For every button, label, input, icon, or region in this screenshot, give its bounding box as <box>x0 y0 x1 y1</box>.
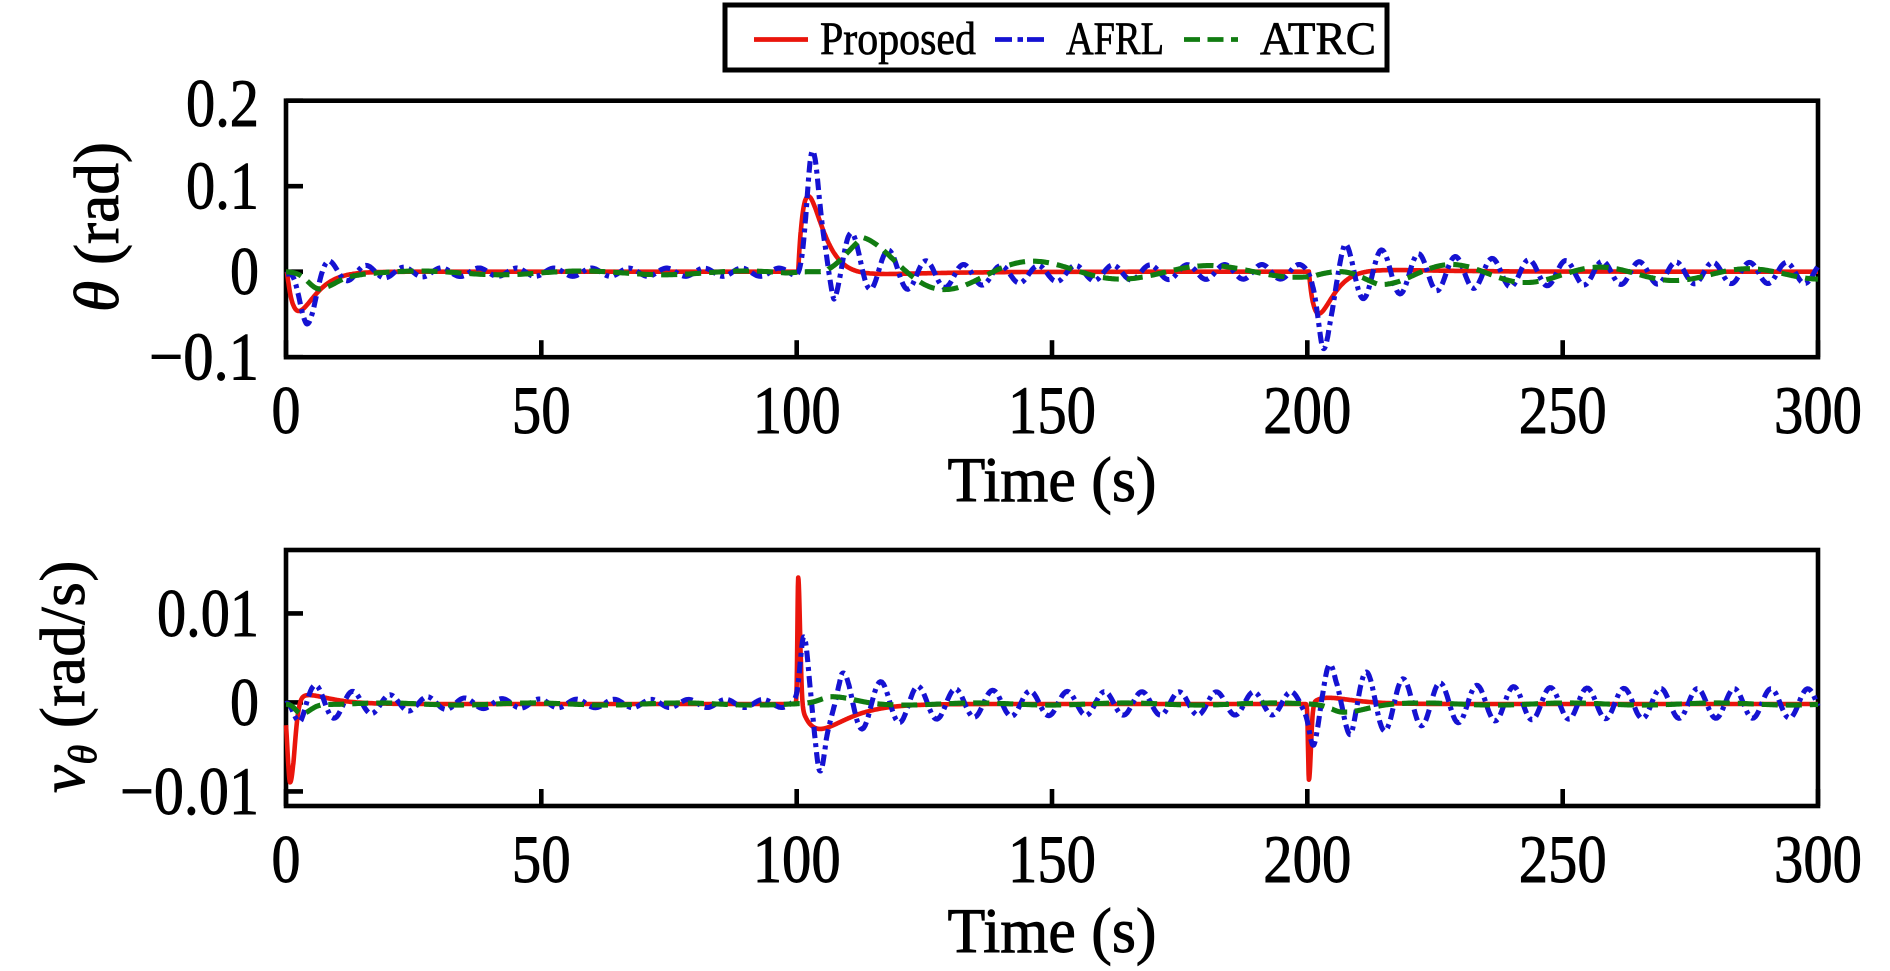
svg-text:150: 150 <box>1008 821 1096 897</box>
svg-text:AFRL: AFRL <box>1066 13 1164 65</box>
svg-text:θ (rad): θ (rad) <box>62 142 132 312</box>
svg-text:200: 200 <box>1263 372 1351 448</box>
svg-text:250: 250 <box>1519 372 1607 448</box>
svg-text:0.2: 0.2 <box>186 65 259 141</box>
svg-text:0: 0 <box>230 664 259 740</box>
svg-text:vθ (rad/s): vθ (rad/s) <box>28 560 105 793</box>
svg-text:0: 0 <box>272 821 301 897</box>
svg-text:100: 100 <box>753 372 841 448</box>
svg-text:0: 0 <box>272 372 301 448</box>
svg-text:Time (s): Time (s) <box>948 445 1157 515</box>
svg-text:100: 100 <box>753 821 841 897</box>
svg-text:0: 0 <box>230 233 259 309</box>
svg-text:−0.1: −0.1 <box>149 319 259 395</box>
svg-text:−0.01: −0.01 <box>120 753 259 829</box>
svg-text:250: 250 <box>1519 821 1607 897</box>
svg-text:Time (s): Time (s) <box>948 896 1157 966</box>
svg-text:50: 50 <box>512 372 571 448</box>
svg-text:200: 200 <box>1263 821 1351 897</box>
svg-text:Proposed: Proposed <box>820 13 976 65</box>
svg-text:50: 50 <box>512 821 571 897</box>
svg-text:300: 300 <box>1774 821 1862 897</box>
svg-text:ATRC: ATRC <box>1260 13 1376 65</box>
svg-text:0.1: 0.1 <box>186 148 259 224</box>
svg-text:0.01: 0.01 <box>157 575 259 651</box>
svg-text:150: 150 <box>1008 372 1096 448</box>
svg-text:300: 300 <box>1774 372 1862 448</box>
